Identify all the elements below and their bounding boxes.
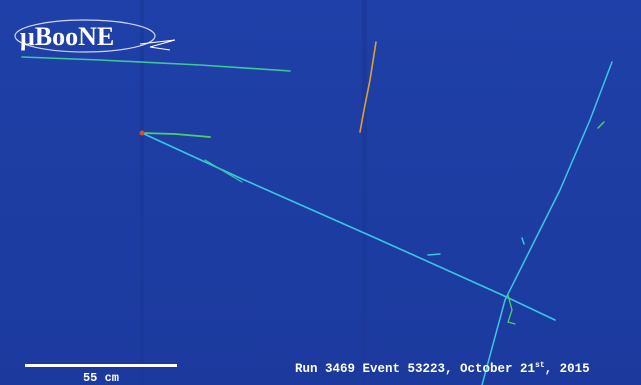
background	[0, 0, 641, 385]
vertex	[140, 131, 145, 136]
wire-band	[362, 0, 367, 385]
page: μBooNE 55 cm Run 3469 Event 53223, Octob…	[0, 0, 641, 385]
caption-superscript: st	[535, 361, 545, 370]
caption: Run 3469 Event 53223, October 21st, 2015	[295, 361, 590, 376]
caption-tail: , 2015	[545, 362, 590, 376]
scale-label: 55 cm	[83, 371, 119, 385]
track	[428, 254, 440, 255]
event-display: μBooNE 55 cm Run 3469 Event 53223, Octob…	[0, 0, 641, 385]
scale-bar	[25, 364, 177, 367]
wire-band	[140, 0, 144, 385]
caption-main: Run 3469 Event 53223, October 21	[295, 362, 535, 376]
logo: μBooNE	[20, 22, 114, 51]
